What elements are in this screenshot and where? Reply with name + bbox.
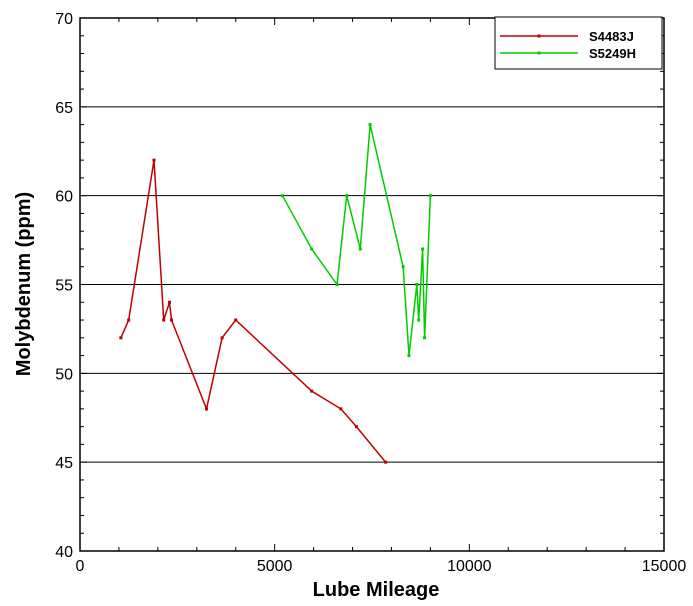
data-point-s4483j [127, 318, 131, 322]
series-line-s5249h [281, 124, 432, 356]
data-point-s5249h [368, 123, 372, 127]
y-tick-label: 55 [55, 278, 73, 295]
data-point-s4483j [205, 407, 209, 411]
data-point-s4483j [168, 300, 172, 304]
series-lines [119, 123, 432, 464]
y-tick-label: 65 [55, 100, 73, 117]
data-point-s4483j [339, 407, 343, 411]
x-tick-label: 5000 [257, 558, 293, 575]
data-point-s5249h [428, 194, 432, 198]
y-tick-label: 60 [55, 189, 73, 206]
legend-box [494, 16, 663, 70]
data-point-s5249h [310, 247, 314, 251]
x-tick-label: 10000 [447, 558, 492, 575]
legend-marker-s5249h [537, 51, 541, 55]
data-point-s4483j [169, 318, 173, 322]
x-tick-label: 0 [76, 558, 85, 575]
data-point-s4483j [310, 389, 314, 393]
tick-labels: 40 45 50 55 60 65 70 0 5000 10000 15000 [55, 11, 686, 575]
legend-marker-s4483j [537, 34, 541, 38]
y-tick-label: 45 [55, 455, 73, 472]
data-point-s4483j [152, 158, 156, 162]
y-tick-label: 50 [55, 366, 73, 383]
data-point-s4483j [162, 318, 166, 322]
data-point-s5249h [415, 283, 419, 286]
data-point-s5249h [423, 336, 427, 340]
data-point-s5249h [345, 194, 349, 198]
y-axis-title: Molybdenum (ppm) [13, 192, 35, 376]
data-point-s5249h [280, 194, 284, 198]
data-point-s4483j [119, 336, 123, 340]
gridlines [80, 106, 664, 463]
data-point-s5249h [417, 318, 421, 322]
data-point-s5249h [358, 247, 362, 251]
y-tick-label: 70 [55, 11, 73, 28]
data-point-s4483j [220, 336, 224, 340]
data-point-s5249h [421, 247, 425, 251]
data-point-s5249h [407, 354, 411, 358]
legend-label-s4483j: S4483J [589, 29, 634, 44]
legend-label-s5249h: S5249H [589, 46, 636, 61]
x-tick-label: 15000 [642, 558, 687, 575]
y-tick-label: 40 [55, 544, 73, 561]
data-point-s4483j [384, 460, 388, 464]
data-point-s5249h [335, 283, 339, 286]
legend: S4483J S5249H [494, 16, 663, 70]
data-point-s4483j [354, 425, 358, 429]
data-point-s4483j [234, 318, 238, 322]
data-point-s5249h [401, 265, 405, 269]
x-axis-title: Lube Mileage [313, 579, 440, 601]
